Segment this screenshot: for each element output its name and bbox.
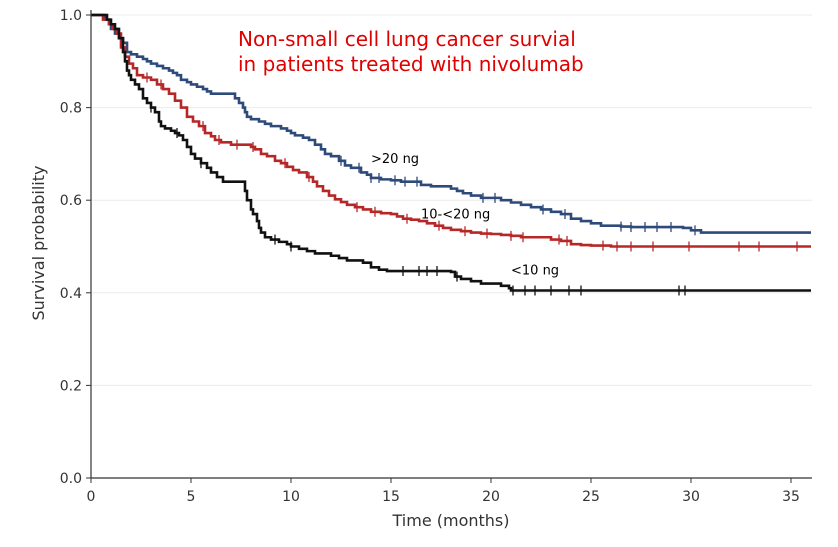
tick-layer: 0.0 0.2 0.4 0.6 0.8 1.0 0 5 10 15 20 25 30 35 — [60, 8, 800, 505]
x-tick-label: 30 — [682, 489, 700, 505]
survival-curve-series-0 — [91, 13, 811, 234]
y-tick-label: 0.6 — [60, 193, 82, 209]
series-layer — [91, 13, 811, 296]
x-axis-label: Time (months) — [392, 511, 510, 530]
y-tick-label: 0.2 — [60, 378, 82, 394]
series-label-lt10: <10 ng — [511, 263, 559, 278]
x-tick-label: 25 — [582, 489, 600, 505]
x-tick-label: 35 — [782, 489, 800, 505]
y-axis-label: Survival probability — [29, 166, 48, 321]
y-tick-label: 0.8 — [60, 101, 82, 117]
y-tick-label: 0.0 — [60, 471, 82, 487]
x-tick-label: 0 — [87, 489, 96, 505]
y-tick-label: 1.0 — [60, 8, 82, 24]
x-tick-label: 20 — [482, 489, 500, 505]
x-tick-label: 10 — [282, 489, 300, 505]
chart-title-line-1: Non-small cell lung cancer survial — [238, 27, 576, 51]
series-label-10to20: 10-<20 ng — [421, 208, 490, 223]
y-tick-label: 0.4 — [60, 286, 82, 302]
x-tick-label: 5 — [187, 489, 196, 505]
series-label-gt20: >20 ng — [371, 152, 419, 167]
survival-curve-series-2 — [91, 13, 811, 292]
survival-curve-series-1 — [91, 13, 811, 248]
chart-title-line-2: in patients treated with nivolumab — [238, 52, 584, 76]
x-tick-label: 15 — [382, 489, 400, 505]
